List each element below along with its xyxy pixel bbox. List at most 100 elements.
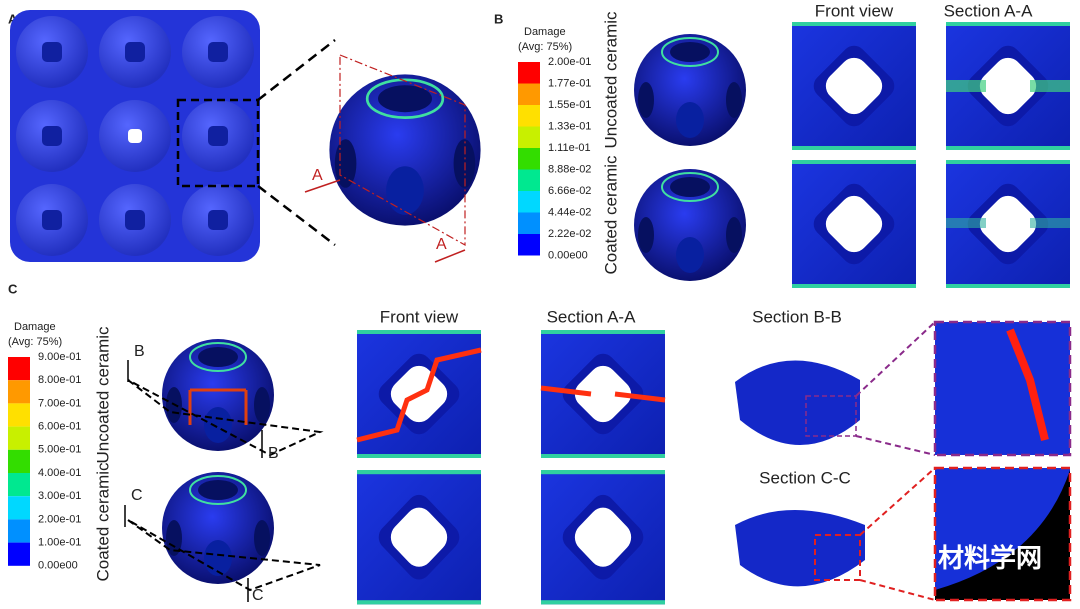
legend-swatch	[518, 105, 540, 127]
lattice-bumps	[16, 16, 254, 256]
arrow	[304, 179, 341, 193]
legend-title: Damage	[524, 26, 566, 38]
zoom-box	[805, 395, 857, 437]
zoom-line	[257, 185, 336, 246]
legend-label: 7.00e-01	[38, 397, 81, 409]
row-label: Uncoated ceramic	[93, 326, 112, 464]
legend-subtitle: (Avg: 75%)	[8, 336, 62, 348]
legend-label: 2.00e-01	[548, 56, 591, 68]
legend-swatch	[8, 542, 30, 566]
legend-swatch	[518, 212, 540, 234]
render	[633, 168, 747, 282]
render	[161, 338, 275, 452]
render	[792, 160, 916, 288]
legend-label: 1.55e-01	[548, 99, 591, 111]
legend-label: 1.33e-01	[548, 120, 591, 132]
legend-label: 4.44e-02	[548, 206, 591, 218]
column-header: Section A-A	[944, 1, 1033, 20]
legend-label: 0.00e00	[38, 560, 78, 572]
legend-swatch	[518, 191, 540, 213]
legend-label: 1.77e-01	[548, 77, 591, 89]
legend-title: Damage	[14, 321, 56, 333]
legend-swatch	[8, 519, 30, 543]
zoom-box	[176, 98, 260, 188]
render	[540, 330, 666, 458]
column-header: Section B-B	[752, 307, 842, 326]
legend-swatch	[518, 83, 540, 105]
panel-label: B	[494, 11, 503, 26]
section-plane	[127, 519, 321, 592]
zoom-line	[859, 467, 936, 536]
unit-cell	[328, 73, 482, 227]
legend: Damage (Avg: 75%) 2.00e-01 1.77e-01 1.55e-01…	[518, 26, 591, 261]
legend-label: 8.00e-01	[38, 374, 81, 386]
legend-swatch	[518, 62, 540, 84]
row-label: Coated ceramic	[93, 462, 112, 582]
legend-label: 6.66e-02	[548, 185, 591, 197]
column-header: Section C-C	[759, 468, 851, 487]
row-label: Coated ceramic	[601, 155, 620, 275]
legend-swatch	[8, 473, 30, 497]
zoom-shadow	[935, 470, 1070, 600]
legend-subtitle: (Avg: 75%)	[518, 41, 572, 53]
render	[735, 360, 860, 445]
section-plane	[339, 54, 466, 247]
zoom-line	[855, 321, 936, 397]
zoom-view	[935, 322, 1070, 455]
zoom-line	[855, 435, 936, 456]
zoom-box	[814, 534, 861, 581]
zoom-line	[859, 579, 936, 601]
arrow	[434, 249, 466, 263]
render	[633, 33, 747, 147]
legend-label: 1.11e-01	[548, 142, 591, 154]
render	[946, 22, 1070, 150]
panel-label: C	[8, 281, 18, 296]
legend-swatch	[8, 403, 30, 427]
legend-swatch	[8, 426, 30, 450]
legend-swatch	[8, 357, 30, 381]
column-header: Front view	[380, 307, 459, 326]
zoom-line	[257, 39, 336, 101]
panel-label: A	[8, 11, 18, 26]
legend-swatch	[518, 126, 540, 148]
zoom-frame	[933, 466, 1072, 602]
legend-label: 2.22e-02	[548, 228, 591, 240]
legend-label: 8.88e-02	[548, 163, 591, 175]
render	[541, 470, 665, 605]
watermark: 材料学网	[938, 543, 1042, 573]
legend-label: 4.00e-01	[38, 467, 81, 479]
legend-swatch	[518, 148, 540, 170]
render	[792, 22, 916, 150]
legend-label: 5.00e-01	[38, 444, 81, 456]
section-mark: B	[268, 445, 279, 462]
column-header: Section A-A	[547, 307, 636, 326]
legend-swatch	[8, 449, 30, 473]
render	[356, 330, 482, 458]
legend-swatch	[518, 234, 540, 256]
render	[161, 471, 275, 585]
zoom-frame	[933, 320, 1072, 457]
legend-label: 2.00e-01	[38, 513, 81, 525]
legend-label: 9.00e-01	[38, 351, 81, 363]
legend-label: 1.00e-01	[38, 537, 81, 549]
legend-label: 0.00e00	[548, 249, 588, 261]
section-mark: A	[436, 236, 447, 253]
legend-label: 3.00e-01	[38, 490, 81, 502]
row-label: Uncoated ceramic	[601, 11, 620, 149]
section-mark: C	[252, 587, 264, 604]
crack	[1006, 328, 1049, 441]
section-mark: B	[134, 343, 145, 360]
render	[735, 510, 865, 587]
render	[357, 470, 481, 605]
legend: Damage (Avg: 75%) 9.00e-01 8.00e-01 7.00e-01…	[8, 321, 81, 572]
legend-label: 6.00e-01	[38, 421, 81, 433]
section-mark: A	[312, 167, 323, 184]
section-mark: C	[131, 487, 143, 504]
section-plane	[127, 379, 324, 457]
legend-swatch	[518, 169, 540, 191]
column-header: Front view	[815, 1, 894, 20]
legend-swatch	[8, 380, 30, 404]
legend-swatch	[8, 496, 30, 520]
render	[946, 160, 1070, 288]
